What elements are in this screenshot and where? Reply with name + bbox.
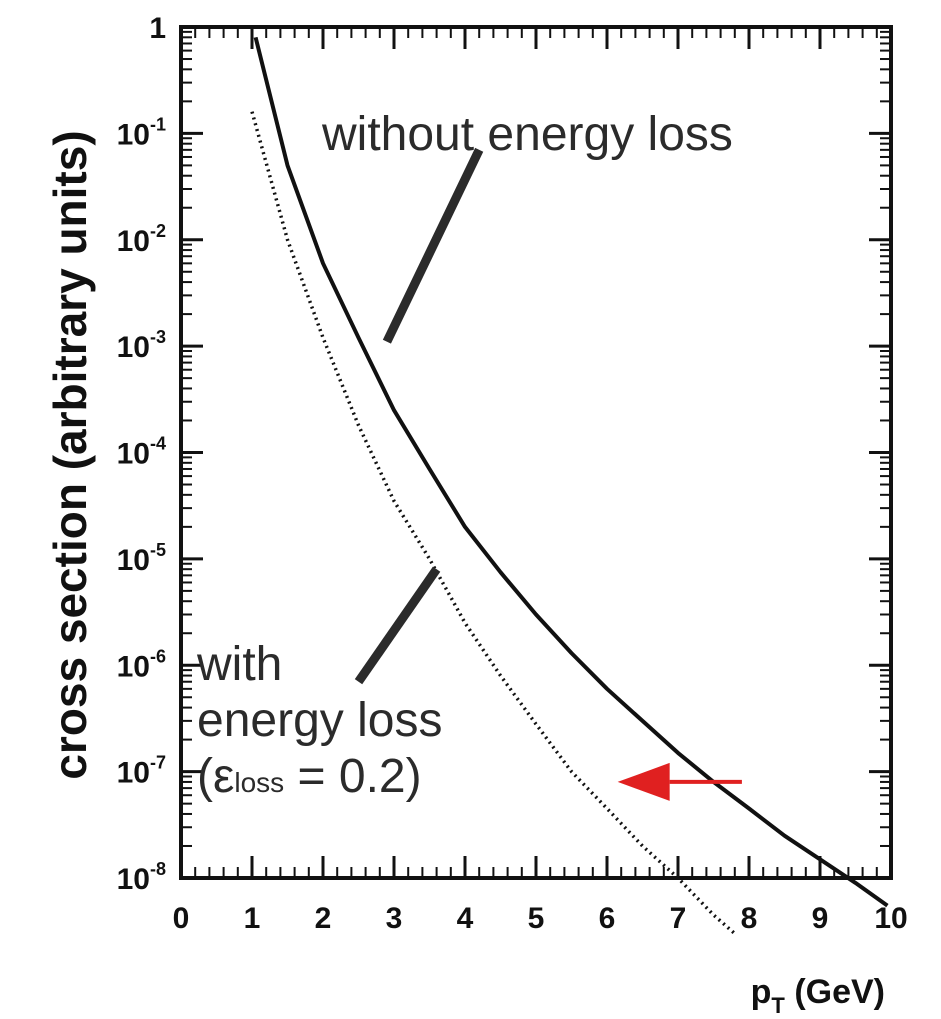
y-tick-base: 10 — [117, 331, 150, 364]
eps-sub: loss — [234, 767, 284, 798]
y-tick-exponent: -8 — [150, 859, 166, 879]
y-tick-labels: 110-110-210-310-410-510-610-710-8 — [117, 12, 166, 896]
series-group — [250, 36, 889, 935]
y-tick-label: 10-1 — [117, 114, 166, 151]
x-tick-label: 10 — [874, 902, 907, 935]
y-tick-label: 1 — [149, 12, 166, 45]
x-tick-label: 8 — [741, 902, 758, 935]
y-tick-base: 10 — [117, 757, 150, 790]
y-tick-base: 10 — [117, 863, 150, 896]
y-tick-label: 10-8 — [117, 859, 166, 896]
major-ticks — [179, 27, 893, 880]
y-tick-base: 10 — [117, 225, 150, 258]
y-tick-exponent: -4 — [150, 434, 166, 454]
x-tick-label: 6 — [599, 902, 616, 935]
x-tick-label: 5 — [528, 902, 545, 935]
x-axis-title-sub: T — [771, 993, 785, 1018]
x-tick-label: 1 — [244, 902, 261, 935]
y-tick-base: 10 — [117, 438, 150, 471]
series-with-energy-loss — [250, 111, 736, 935]
y-tick-label: 10-7 — [117, 753, 166, 790]
annotation-without-energy-loss: without energy loss — [321, 108, 733, 161]
x-tick-label: 3 — [386, 902, 403, 935]
y-tick-base: 10 — [117, 118, 150, 151]
pointer-line — [382, 147, 484, 344]
y-tick-exponent: -7 — [150, 753, 166, 773]
x-tick-label: 7 — [670, 902, 687, 935]
x-tick-label: 0 — [173, 902, 190, 935]
y-tick-label: 10-6 — [117, 646, 166, 683]
x-tick-labels: 0 1 2 3 4 5 6 7 8 9 10 — [173, 902, 908, 935]
y-tick-label: 10-2 — [117, 221, 166, 258]
annotation-with: with — [196, 638, 282, 691]
x-tick-label: 9 — [812, 902, 829, 935]
annotation-energy-loss: energy loss — [197, 694, 442, 747]
y-tick-label: 10-4 — [117, 434, 166, 471]
y-tick-exponent: -5 — [150, 540, 166, 560]
y-tick-base: 10 — [117, 544, 150, 577]
y-tick-label: 10-5 — [117, 540, 166, 577]
y-tick-base: 1 — [149, 12, 166, 45]
x-axis-title: pT (GeV) — [751, 973, 885, 1018]
y-tick-exponent: -3 — [150, 327, 166, 347]
x-tick-label: 2 — [315, 902, 332, 935]
annotation-eps-loss: (εloss = 0.2) — [197, 750, 422, 803]
series-without-energy-loss — [253, 36, 889, 908]
minor-ticks — [181, 27, 891, 878]
y-tick-exponent: -1 — [150, 114, 166, 134]
eps-open: (ε — [197, 750, 234, 803]
eps-rest: = 0.2) — [284, 750, 421, 803]
pointer-lines — [354, 147, 484, 685]
y-tick-exponent: -6 — [150, 646, 166, 666]
arrow-head — [617, 762, 670, 801]
x-axis-title-p: p — [751, 973, 772, 1011]
pointer-line — [354, 566, 441, 685]
y-tick-label: 10-3 — [117, 327, 166, 364]
x-axis-title-unit: (GeV) — [785, 973, 885, 1011]
y-tick-exponent: -2 — [150, 221, 166, 241]
energy-shift-arrow — [617, 762, 742, 801]
x-tick-label: 4 — [457, 902, 474, 935]
y-axis-title: cross section (arbitrary units) — [44, 130, 96, 779]
y-tick-base: 10 — [117, 650, 150, 683]
